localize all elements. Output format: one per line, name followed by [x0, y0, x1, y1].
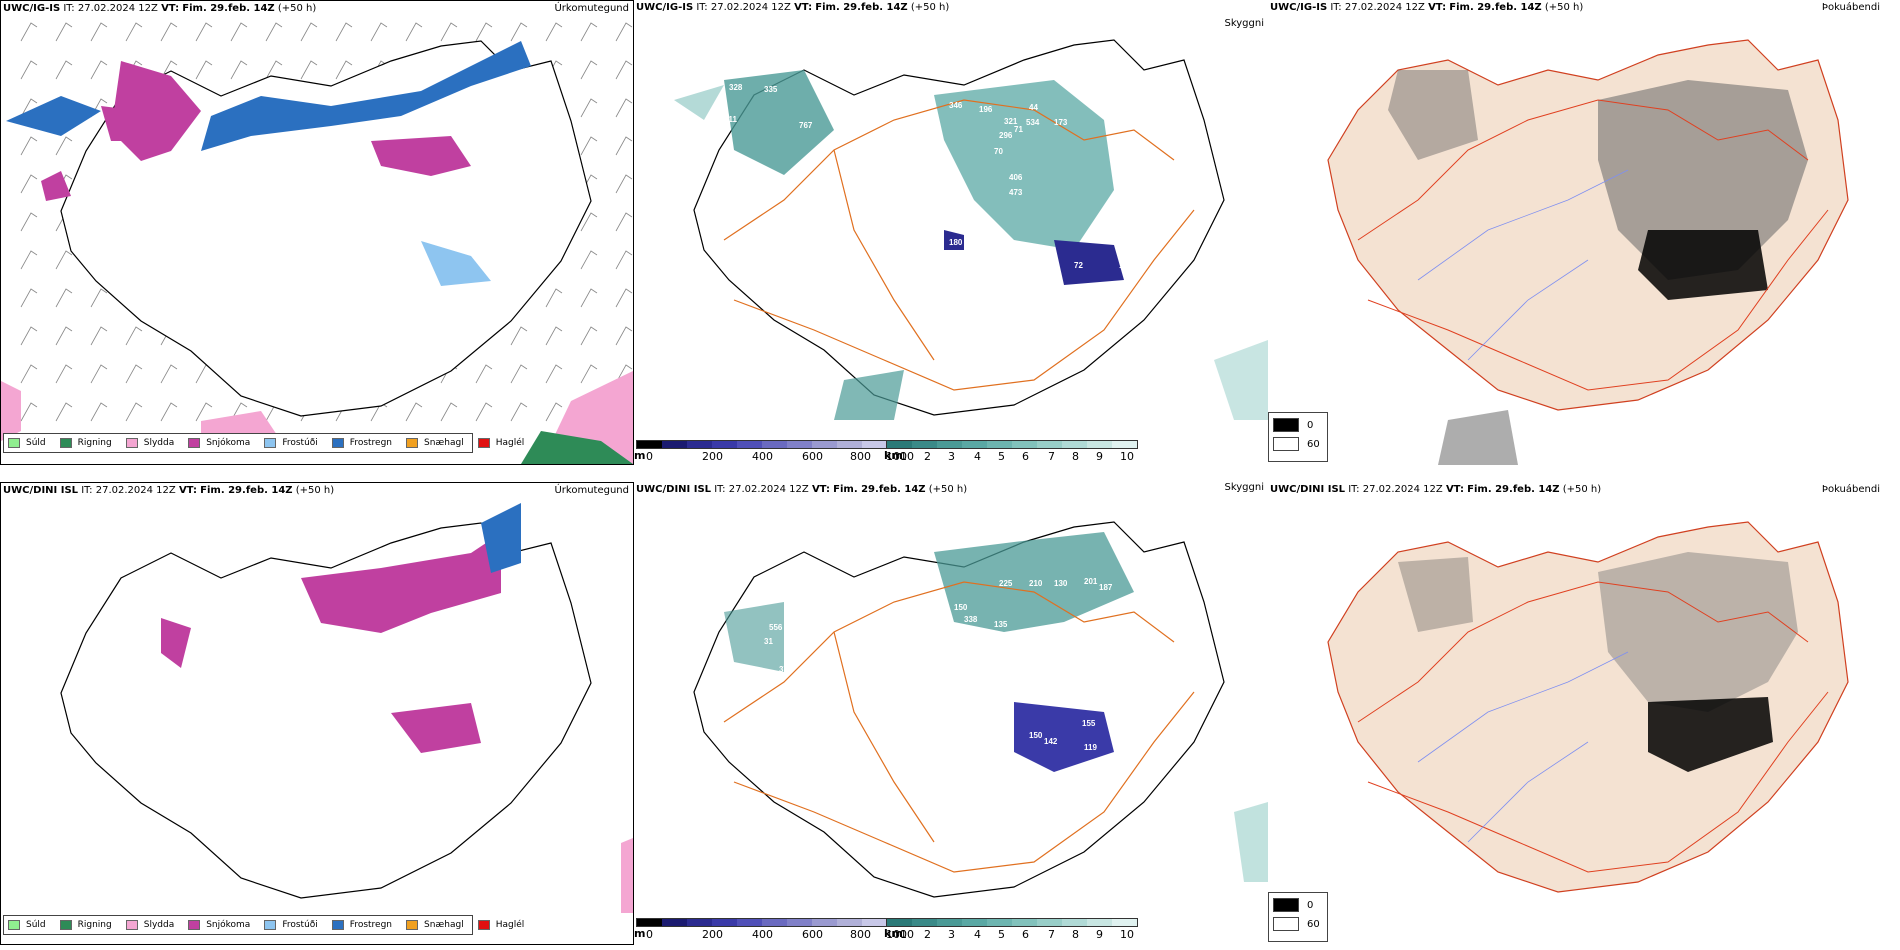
iceland-outline: [60, 40, 592, 417]
visibility-scale-m: m 0 200 400 600 800 1000: [634, 440, 914, 463]
legend-item-frostudi: Frostúði: [264, 438, 318, 448]
visibility-value-label: 473: [1009, 188, 1023, 197]
panel-header: UWC/DINI ISL IT: 27.02.2024 12Z VT: Fim.…: [636, 484, 968, 495]
visibility-value-label: 120: [1124, 625, 1138, 634]
visibility-value-label: 103: [1119, 261, 1133, 270]
visibility-value-label: 328: [729, 83, 743, 92]
visibility-value-label: 119: [1084, 743, 1097, 752]
panel-title: Úrkomutegund: [554, 3, 629, 14]
precip-type-panel-top: UWC/IG-IS IT: 27.02.2024 12Z VT: Fim. 29…: [0, 0, 634, 465]
iceland-outline: [693, 521, 1225, 898]
precip-map-bottom: [60, 503, 633, 913]
fog-legend: 0 60: [1268, 892, 1328, 942]
panel-header: UWC/IG-IS IT: 27.02.2024 12Z VT: Fim. 29…: [3, 3, 317, 14]
panel-title: Úrkomutegund: [554, 485, 629, 496]
panel-title: Þokuábendi: [1821, 484, 1880, 495]
panel-header: UWC/DINI ISL IT: 27.02.2024 12Z VT: Fim.…: [3, 485, 335, 496]
legend-item-rigning: Rigning: [59, 438, 112, 448]
visibility-value-label: 150: [1029, 731, 1043, 740]
visibility-value-label: 173: [1054, 118, 1068, 127]
visibility-value-label: 72: [1074, 261, 1083, 270]
panel-header: UWC/DINI ISL IT: 27.02.2024 12Z VT: Fim.…: [1270, 484, 1602, 495]
visibility-value-label: 335: [764, 85, 778, 94]
visibility-value-label: 37: [779, 665, 788, 674]
legend-item-snjokoma: Snjókoma: [188, 438, 250, 448]
legend-item-snaehagl: Snæhagl: [406, 920, 464, 930]
visibility-value-label: 155: [1082, 719, 1096, 728]
visibility-value-label: 556: [769, 623, 783, 632]
visibility-panel-bottom: UWC/DINI ISL IT: 27.02.2024 12Z VT: Fim.…: [634, 482, 1268, 945]
legend-item-slydda: Slydda: [125, 438, 174, 448]
visibility-value-label: 534: [1026, 118, 1040, 127]
visibility-value-label: 445: [1099, 211, 1113, 220]
visibility-value-label: 150: [954, 603, 968, 612]
visibility-value-label: 130: [1054, 579, 1068, 588]
legend-item-haglel: Haglél: [477, 438, 524, 448]
roads: [1357, 99, 1829, 391]
visibility-value-label: 44: [1029, 103, 1038, 112]
visibility-value-label: 71: [1014, 125, 1023, 134]
precip-legend: Súld Rigning Slydda Snjókoma Frostúði Fr…: [3, 433, 524, 453]
visibility-value-label: 135: [994, 620, 1008, 629]
visibility-value-label: 180: [949, 238, 963, 247]
roads: [723, 99, 1195, 391]
visibility-value-label: 338: [964, 615, 978, 624]
panel-title: Skyggni: [1224, 482, 1264, 493]
visibility-scale-km: km 1 2 3 4 5 6 7 8 9 10: [884, 918, 1138, 941]
visibility-value-label: 70: [994, 147, 1003, 156]
visibility-value-label: 296: [999, 131, 1013, 140]
visibility-value-label: 142: [1044, 737, 1058, 746]
iceland-outline: [60, 522, 592, 899]
precip-map-top: [1, 22, 633, 464]
visibility-value-label: 201: [1084, 577, 1098, 586]
precip-type-panel-bottom: UWC/DINI ISL IT: 27.02.2024 12Z VT: Fim.…: [0, 482, 634, 945]
visibility-panel-top: UWC/IG-IS IT: 27.02.2024 12Z VT: Fim. 29…: [634, 0, 1268, 465]
roads: [1357, 581, 1829, 873]
legend-item-rigning: Rigning: [59, 920, 112, 930]
legend-item-snaehagl: Snæhagl: [406, 438, 464, 448]
legend-item-haglel: Haglél: [477, 920, 524, 930]
panel-header: UWC/IG-IS IT: 27.02.2024 12Z VT: Fim. 29…: [1270, 2, 1584, 13]
fog-map-bottom: [1327, 521, 1849, 893]
visibility-value-label: 22: [809, 181, 818, 190]
rivers: [1417, 651, 1629, 843]
fog-panel-bottom: UWC/DINI ISL IT: 27.02.2024 12Z VT: Fim.…: [1268, 482, 1900, 945]
legend-item-snjokoma: Snjókoma: [188, 920, 250, 930]
legend-item-frostudi: Frostúði: [264, 920, 318, 930]
legend-item-sudl: Súld: [8, 920, 46, 930]
panel-title: Þokuábendi: [1821, 2, 1880, 13]
legend-item-frostregn: Frostregn: [331, 438, 392, 448]
legend-item-slydda: Slydda: [125, 920, 174, 930]
visibility-value-label: 196: [979, 105, 993, 114]
panel-title: Skyggni: [1224, 18, 1264, 29]
iceland-outline: [1327, 521, 1849, 893]
visibility-value-label: 406: [1009, 173, 1023, 182]
fog-panel-top: UWC/IG-IS IT: 27.02.2024 12Z VT: Fim. 29…: [1268, 0, 1900, 465]
visibility-value-label: 225: [999, 579, 1013, 588]
visibility-value-label: 187: [1099, 583, 1113, 592]
visibility-value-label: 346: [949, 101, 963, 110]
visibility-value-label: 210: [1029, 579, 1043, 588]
visibility-value-label: 767: [799, 121, 813, 130]
visibility-scale-km: km 1 2 3 4 5 6 7 8 9 10: [884, 440, 1138, 463]
rivers: [1417, 169, 1629, 361]
visibility-value-label: 321: [1004, 117, 1018, 126]
legend-item-frostregn: Frostregn: [331, 920, 392, 930]
visibility-scale-m: m 0 200 400 600 800 1000: [634, 918, 914, 941]
visibility-value-label: 31: [764, 637, 773, 646]
visibility-value-label: 194: [949, 715, 963, 724]
fog-legend: 0 60: [1268, 412, 1328, 462]
roads: [723, 581, 1195, 873]
panel-header: UWC/IG-IS IT: 27.02.2024 12Z VT: Fim. 29…: [636, 2, 950, 13]
precip-legend: Súld Rigning Slydda Snjókoma Frostúði Fr…: [3, 915, 524, 935]
visibility-value-label: 311: [724, 115, 737, 124]
visibility-value-label: 156: [956, 630, 970, 639]
visibility-value-label: 182: [994, 737, 1008, 746]
fog-map-top: [1327, 39, 1849, 465]
legend-item-sudl: Súld: [8, 438, 46, 448]
